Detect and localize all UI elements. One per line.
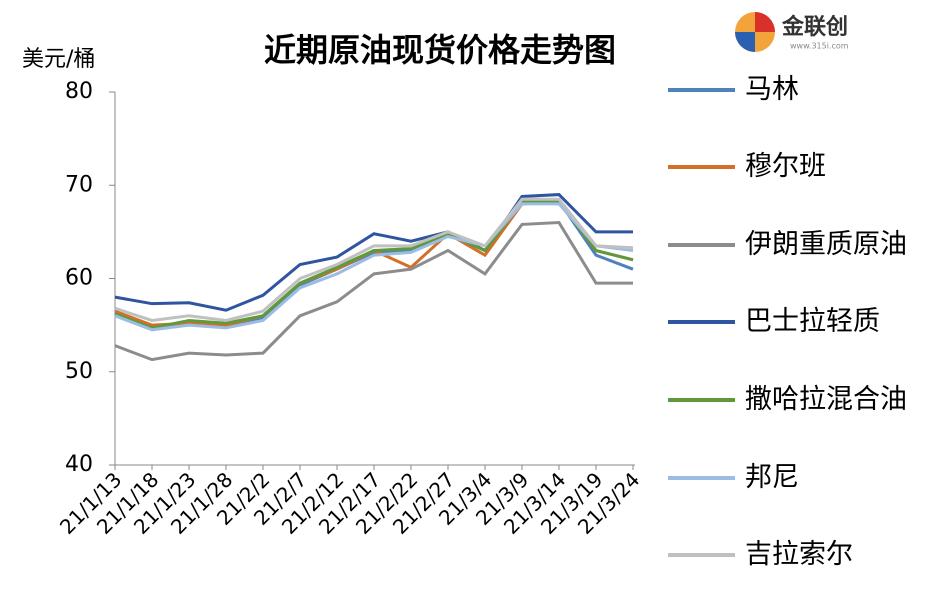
legend-label: 伊朗重质原油 (745, 229, 907, 260)
logo-url: www.315i.com (790, 42, 849, 51)
line-series (114, 202, 634, 332)
legend-label: 吉拉索尔 (745, 539, 853, 570)
y-tick-label: 50 (65, 359, 93, 384)
chart-title: 近期原油现货价格走势图 (264, 31, 616, 69)
y-tick-label: 60 (65, 266, 93, 291)
legend-label: 邦尼 (745, 462, 799, 493)
legend-label: 马林 (745, 74, 799, 105)
line-series (114, 199, 634, 327)
logo-icon (755, 12, 775, 32)
legend-label: 穆尔班 (745, 151, 826, 182)
y-tick-label: 80 (65, 79, 93, 104)
line-series (114, 197, 634, 322)
logo-icon (735, 32, 755, 52)
y-tick-label: 40 (65, 452, 93, 477)
line-series (114, 193, 633, 312)
legend-label: 撒哈拉混合油 (745, 384, 907, 415)
line-series (114, 199, 634, 329)
line-series (114, 199, 634, 330)
legend-label: 巴士拉轻质 (745, 306, 880, 337)
y-axis-label: 美元/桶 (22, 47, 95, 72)
line-series (114, 221, 633, 362)
y-tick-label: 70 (65, 172, 93, 197)
logo: 金联创 www.315i.com (735, 12, 849, 52)
logo-text: 金联创 (781, 14, 848, 40)
